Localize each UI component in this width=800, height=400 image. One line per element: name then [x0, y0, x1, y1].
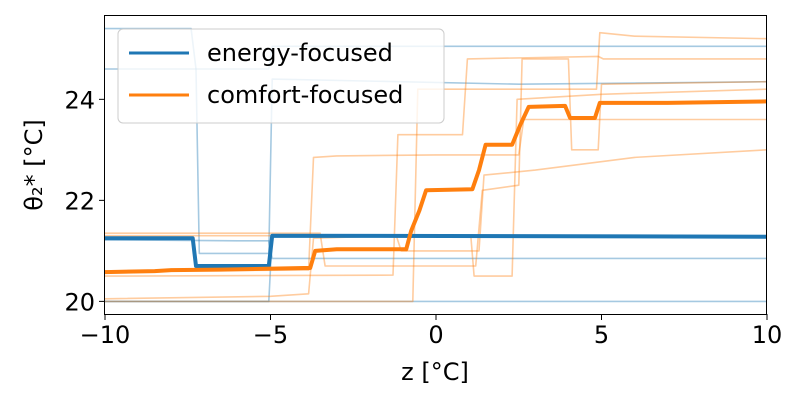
sample-line-comfort-10: [104, 55, 767, 277]
legend-label-energy: energy-focused: [207, 39, 393, 67]
x-tick-label: −5: [253, 321, 288, 349]
y-axis: 20 22 24: [64, 86, 105, 316]
x-axis: −10 −5 0 5 10: [80, 314, 783, 349]
sample-line-comfort-7: [105, 58, 768, 267]
legend-box: [117, 28, 445, 124]
sample-line-energy-3: [104, 239, 767, 260]
x-axis-label: z [°C]: [401, 358, 469, 386]
mean-line-comfort: [104, 99, 768, 275]
legend-label-comfort: comfort-focused: [207, 81, 403, 109]
y-tick-label: 20: [64, 288, 95, 316]
x-tick-label: 10: [752, 321, 783, 349]
y-axis-label: θ₂* [°C]: [20, 119, 48, 210]
x-tick-label: 0: [428, 321, 443, 349]
y-tick-label: 24: [64, 86, 95, 114]
sample-line-comfort-5: [104, 118, 767, 272]
legend: energy-focused comfort-focused: [117, 28, 445, 124]
mean-line-energy: [105, 233, 768, 268]
y-tick-label: 22: [64, 187, 95, 215]
mean-lines: [104, 99, 768, 275]
sample-line-comfort-6: [105, 31, 768, 303]
x-tick-label: −10: [80, 321, 131, 349]
x-tick-label: 5: [594, 321, 609, 349]
